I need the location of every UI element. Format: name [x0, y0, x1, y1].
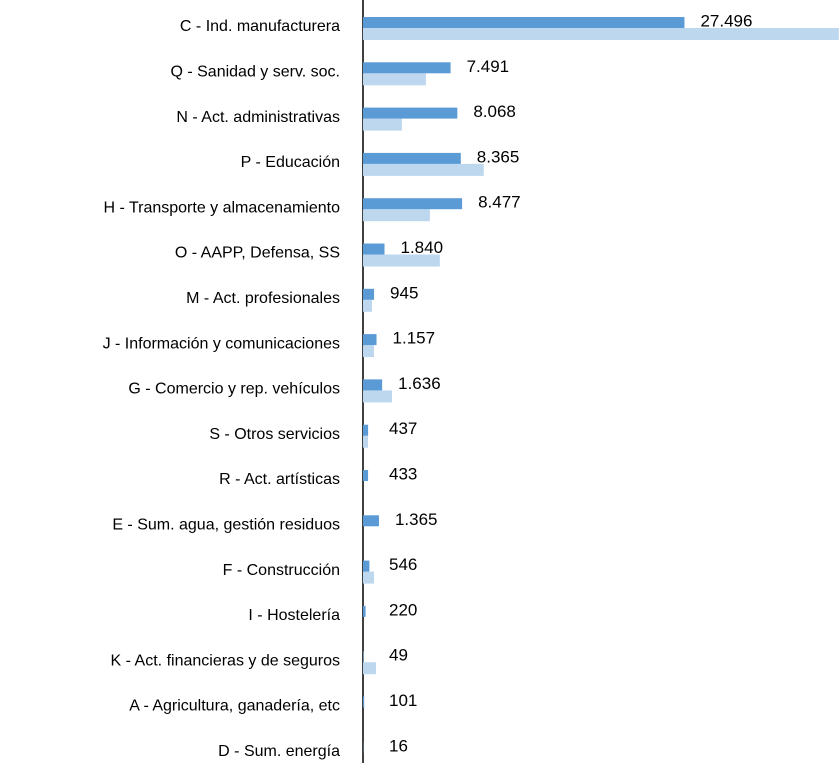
bar — [363, 345, 374, 358]
bar — [363, 470, 369, 481]
category-label: O - AAPP, Defensa, SS — [175, 245, 340, 262]
bar — [363, 152, 461, 164]
value-label: 27.496 — [700, 11, 752, 30]
bar — [363, 571, 374, 584]
category-label: I - Hostelería — [248, 607, 340, 624]
category-label: C - Ind. manufacturera — [180, 18, 340, 35]
bar — [363, 163, 484, 176]
value-label: 49 — [389, 646, 408, 665]
value-label: 546 — [389, 555, 417, 574]
value-label: 1.157 — [393, 329, 436, 348]
category-label: M - Act. profesionales — [186, 290, 340, 307]
bar — [363, 515, 379, 527]
value-label: 8.068 — [473, 102, 516, 121]
bar — [363, 28, 839, 40]
bar — [363, 107, 458, 119]
bar — [363, 435, 369, 448]
category-label: A - Agricultura, ganadería, etc — [129, 698, 340, 715]
value-label: 16 — [389, 736, 408, 755]
bar — [363, 662, 376, 675]
bar — [363, 198, 463, 210]
value-label: 433 — [389, 464, 417, 483]
value-label: 101 — [389, 691, 417, 710]
value-label: 1.636 — [398, 374, 441, 393]
category-label: Q - Sanidad y serv. soc. — [170, 64, 340, 81]
bar — [363, 288, 375, 300]
bar — [363, 651, 364, 663]
category-label: J - Información y comunicaciones — [103, 335, 340, 352]
value-label: 220 — [389, 600, 417, 619]
category-label: G - Comercio y rep. vehículos — [128, 381, 340, 398]
bar — [363, 334, 377, 346]
bar — [363, 254, 440, 267]
value-label: 8.365 — [477, 147, 520, 166]
value-label: 1.365 — [395, 510, 438, 529]
bar — [363, 299, 373, 312]
bar — [363, 605, 366, 617]
bar — [363, 379, 383, 391]
bar — [363, 424, 369, 436]
value-label: 437 — [389, 419, 417, 438]
bar — [363, 390, 392, 403]
bar — [363, 209, 430, 222]
bar — [363, 243, 385, 255]
bar — [363, 62, 451, 74]
category-label: R - Act. artísticas — [219, 471, 340, 488]
category-label: D - Sum. energía — [218, 743, 340, 760]
category-label: N - Act. administrativas — [176, 109, 340, 126]
bar — [363, 560, 370, 572]
value-label: 8.477 — [478, 193, 521, 212]
bar — [363, 118, 402, 131]
value-label: 945 — [390, 283, 418, 302]
category-label: K - Act. financieras y de seguros — [111, 652, 340, 669]
category-label: E - Sum. agua, gestión residuos — [112, 517, 340, 534]
value-label: 1.840 — [401, 238, 444, 257]
category-label: H - Transporte y almacenamiento — [103, 199, 340, 216]
bar — [363, 73, 426, 86]
category-label: S - Otros servicios — [209, 426, 340, 443]
category-label: F - Construcción — [223, 562, 340, 579]
category-label: P - Educación — [241, 154, 340, 171]
bar — [363, 17, 685, 28]
value-label: 7.491 — [467, 57, 510, 76]
bar — [363, 696, 365, 708]
